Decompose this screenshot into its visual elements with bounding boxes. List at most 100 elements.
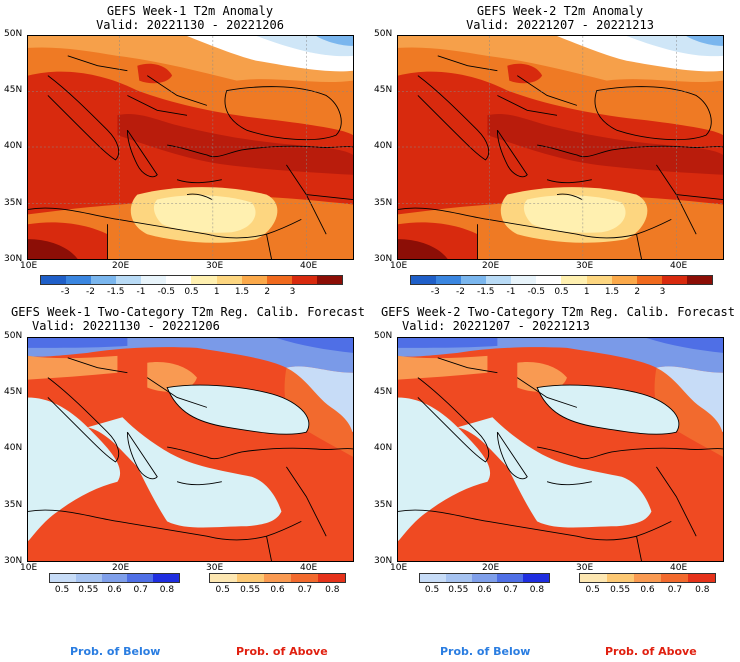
lat-tick-label: 35N: [4, 500, 23, 510]
colorbar-tick-label: 3: [289, 287, 296, 297]
lat-tick-label: 50N: [374, 29, 393, 39]
colorbar-tick-label: 0.5: [184, 287, 199, 297]
lon-tick-label: 40E: [670, 563, 688, 573]
colorbar-swatch: [66, 276, 92, 284]
colorbar-tick-label: 1.5: [234, 287, 250, 297]
colorbar-tick-label: -1.5: [476, 287, 495, 297]
colorbar-swatch: [536, 276, 562, 284]
anomaly-map-week1: [27, 35, 354, 260]
colorbar-swatch: [471, 574, 498, 582]
prob-above-colorbar-week1: [209, 573, 346, 583]
colorbar-tick-label: 0.5: [585, 585, 600, 595]
colorbar-swatch: [153, 574, 179, 582]
lat-tick-label: 40N: [374, 443, 393, 453]
colorbar-tick-label: 0.5: [554, 287, 569, 297]
lon-tick-label: 10E: [390, 261, 408, 271]
colorbar-tick-label: 0.6: [640, 585, 655, 595]
colorbar-tick-label: -0.5: [157, 287, 176, 297]
colorbar-swatch: [411, 276, 437, 284]
colorbar-swatch: [661, 276, 687, 284]
lon-tick-label: 20E: [482, 563, 500, 573]
colorbar-swatch: [141, 276, 167, 284]
colorbar-tick-label: 0.7: [503, 585, 518, 595]
colorbar-swatch: [634, 574, 661, 582]
colorbar-swatch: [318, 574, 345, 582]
lon-tick-label: 10E: [390, 563, 408, 573]
colorbar-swatch: [316, 276, 342, 284]
colorbar-swatch: [75, 574, 102, 582]
prob-above-colorbar-week2: [579, 573, 716, 583]
colorbar-tick-label: 0.8: [325, 585, 340, 595]
panel2-valid-text: Valid: 20221207 - 20221213: [466, 18, 654, 32]
colorbar-swatch: [216, 276, 242, 284]
lon-tick-label: 20E: [112, 563, 130, 573]
colorbar-tick-label: 0.55: [240, 585, 261, 595]
colorbar-swatch: [661, 574, 688, 582]
colorbar-tick-label: 0.8: [159, 585, 175, 595]
lat-tick-label: 30N: [374, 556, 393, 566]
colorbar-tick-label: 2: [634, 287, 641, 297]
lon-tick-label: 40E: [300, 261, 318, 271]
colorbar-swatch: [607, 574, 634, 582]
colorbar-swatch: [191, 276, 217, 284]
lat-tick-label: 45N: [374, 85, 393, 95]
prob-above-legend-2: Prob. of Above: [605, 645, 697, 658]
lon-tick-label: 20E: [112, 261, 130, 271]
colorbar-tick-label: 0.7: [133, 585, 148, 595]
colorbar-swatch: [611, 276, 637, 284]
colorbar-tick-label: -1: [136, 287, 146, 297]
lon-tick-label: 40E: [670, 261, 688, 271]
colorbar-tick-label: 1: [583, 287, 590, 297]
colorbar-tick-label: -0.5: [527, 287, 546, 297]
colorbar-tick-label: 0.55: [448, 585, 469, 595]
colorbar-tick-label: 0.7: [297, 585, 313, 595]
colorbar-swatch: [50, 574, 76, 582]
colorbar-tick-label: -1: [506, 287, 516, 297]
colorbar-swatch: [580, 574, 607, 582]
colorbar-swatch: [101, 574, 128, 582]
panel3-title: GEFS Week-1 Two-Category T2m Reg. Calib.…: [8, 305, 368, 333]
prob-below-colorbar-week1: [49, 573, 180, 583]
lat-tick-label: 50N: [374, 331, 393, 341]
anomaly-colorbar-week2: [410, 275, 713, 285]
colorbar-swatch: [266, 276, 292, 284]
lon-tick-label: 30E: [206, 261, 224, 271]
colorbar-tick-label: -3: [60, 287, 70, 297]
colorbar-swatch: [116, 276, 142, 284]
colorbar-tick-label: 3: [659, 287, 666, 297]
prob-below-legend-1: Prob. of Below: [70, 645, 161, 658]
lon-tick-label: 30E: [206, 563, 224, 573]
colorbar-swatch: [486, 276, 512, 284]
colorbar-swatch: [461, 276, 487, 284]
colorbar-swatch: [436, 276, 462, 284]
lat-tick-label: 30N: [374, 254, 393, 264]
lat-tick-label: 45N: [374, 387, 393, 397]
panel4-title-text: GEFS Week-2 Two-Category T2m Reg. Calib.…: [380, 305, 735, 319]
panel1-valid-text: Valid: 20221130 - 20221206: [96, 18, 284, 32]
prob-map-week2: [397, 337, 724, 562]
colorbar-swatch: [586, 276, 612, 284]
lat-tick-label: 40N: [4, 141, 23, 151]
prob-map-week1: [27, 337, 354, 562]
panel2-title: GEFS Week-2 T2m Anomaly Valid: 20221207 …: [385, 4, 735, 32]
lon-tick-label: 10E: [20, 563, 38, 573]
panel4-title: GEFS Week-2 Two-Category T2m Reg. Calib.…: [378, 305, 738, 333]
colorbar-swatch: [688, 574, 715, 582]
colorbar-tick-label: 0.55: [78, 585, 99, 595]
colorbar-swatch: [291, 574, 318, 582]
colorbar-swatch: [210, 574, 237, 582]
colorbar-tick-label: 0.6: [107, 585, 122, 595]
colorbar-swatch: [511, 276, 537, 284]
colorbar-tick-label: 0.6: [270, 585, 285, 595]
colorbar-swatch: [41, 276, 67, 284]
lat-tick-label: 50N: [4, 29, 23, 39]
lat-tick-label: 35N: [374, 198, 393, 208]
lon-tick-label: 30E: [576, 563, 594, 573]
colorbar-tick-label: 0.7: [667, 585, 683, 595]
colorbar-swatch: [523, 574, 549, 582]
colorbar-tick-label: 0.5: [54, 585, 70, 595]
panel3-title-text: GEFS Week-1 Two-Category T2m Reg. Calib.…: [10, 305, 365, 319]
lat-tick-label: 30N: [4, 556, 23, 566]
colorbar-tick-label: -1.5: [106, 287, 125, 297]
colorbar-tick-label: -2: [456, 287, 465, 297]
